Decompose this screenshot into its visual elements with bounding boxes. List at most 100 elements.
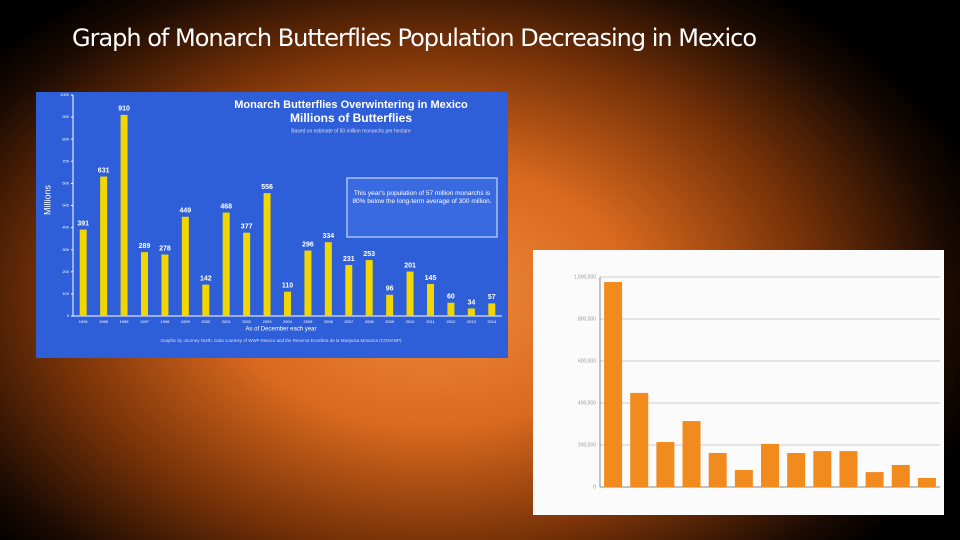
y-tick-label: 600,000 — [578, 358, 596, 364]
bar — [427, 283, 434, 316]
bar — [181, 216, 189, 316]
value-label: 142 — [200, 275, 212, 282]
x-tick-label: 2010 — [406, 319, 416, 324]
x-tick-label: 2014 — [487, 319, 497, 324]
value-label: 145 — [425, 275, 437, 282]
y-tick-label: 500 — [62, 203, 69, 208]
x-tick-label: 2004 — [283, 319, 293, 324]
bar — [447, 302, 455, 316]
bar — [467, 308, 475, 316]
value-label: 289 — [139, 243, 151, 250]
y-tick-label: 1000 — [60, 92, 70, 97]
x-tick-label: 2003 — [263, 319, 273, 324]
x-tick-label: 2005 — [303, 319, 313, 324]
bar — [243, 232, 251, 316]
value-label: 110 — [282, 283, 293, 290]
y-tick-label: 400,000 — [578, 400, 596, 406]
x-tick-label: 2013 — [467, 319, 477, 324]
bar — [917, 477, 936, 487]
y-axis-label: Millions — [42, 185, 52, 216]
x-tick-label: 2007 — [344, 319, 354, 324]
y-tick-label: 900 — [62, 114, 69, 119]
value-label: 231 — [343, 256, 355, 263]
value-label: 631 — [98, 167, 110, 174]
x-tick-label: 2001 — [222, 319, 232, 324]
bar — [406, 271, 414, 316]
bar — [813, 451, 832, 487]
x-tick-label: 2006 — [324, 319, 334, 324]
x-tick-label: 1998 — [160, 319, 170, 324]
bar — [488, 303, 496, 316]
x-tick-label: 2008 — [365, 319, 375, 324]
bar — [787, 452, 806, 487]
bar — [202, 284, 210, 316]
bar — [141, 252, 148, 316]
annotation-box — [346, 177, 498, 238]
chart-title: Monarch Butterflies Overwintering in Mex… — [234, 99, 468, 111]
bar — [734, 469, 753, 487]
bar — [761, 443, 779, 487]
value-label: 910 — [118, 106, 130, 113]
bar — [891, 464, 910, 487]
chart-population: 0 200,000 400,000 600,000 800,000 1,000,000 — [533, 250, 944, 515]
x-tick-label: 1995 — [99, 319, 109, 324]
y-tick-label: 0 — [67, 313, 70, 318]
bar — [120, 114, 128, 316]
x-tick-label: 2002 — [242, 319, 252, 324]
x-axis-label: As of December each year — [245, 327, 316, 333]
chart-monarch: Monarch Butterflies Overwintering in Mex… — [36, 92, 508, 358]
value-label: 34 — [467, 299, 475, 306]
bar — [365, 260, 373, 316]
bar — [656, 442, 675, 487]
value-label: 253 — [363, 251, 375, 258]
value-label: 556 — [261, 184, 273, 191]
annotation-text: This year's population of 57 million mon… — [352, 190, 492, 205]
chart-note: Based on estimate of 50 million monarchs… — [291, 128, 411, 134]
bar — [324, 242, 332, 316]
x-tick-label: 1996 — [120, 319, 130, 324]
value-label: 449 — [180, 208, 192, 215]
y-tick-label: 1,000,000 — [574, 274, 596, 280]
y-tick-label: 600 — [62, 180, 69, 185]
value-label: 57 — [488, 294, 496, 301]
x-tick-label: 2000 — [201, 319, 211, 324]
x-tick-label: 1994 — [79, 319, 89, 324]
value-label: 468 — [220, 203, 232, 210]
value-label: 278 — [159, 245, 171, 252]
value-label: 96 — [386, 286, 394, 293]
bar — [865, 472, 884, 487]
value-label: 201 — [404, 262, 416, 269]
bar — [79, 229, 87, 316]
y-tick-label: 300 — [62, 247, 69, 252]
bar — [839, 451, 858, 487]
y-tick-label: 700 — [62, 158, 69, 163]
bar — [604, 282, 623, 487]
x-tick-label: 2012 — [446, 319, 456, 324]
bar — [682, 421, 701, 487]
value-label: 391 — [77, 220, 89, 227]
y-tick-label: 800 — [62, 136, 69, 141]
chart-subtitle: Millions of Butterflies — [290, 111, 412, 125]
y-tick-label: 200 — [62, 269, 69, 274]
bar — [161, 254, 169, 316]
annotation: This year's population of 57 million mon… — [352, 190, 492, 205]
y-tick-label: 100 — [62, 291, 69, 296]
bar — [304, 250, 312, 316]
source: Graphic by Journey North. Data courtesy … — [160, 338, 402, 343]
bar — [263, 193, 271, 316]
bar — [284, 291, 291, 316]
y-tick-label: 200,000 — [578, 442, 596, 448]
value-label: 60 — [447, 294, 455, 301]
bar — [386, 294, 394, 316]
x-tick-label: 2011 — [426, 319, 435, 324]
bar — [708, 452, 727, 487]
bar — [222, 212, 230, 316]
bar — [100, 176, 108, 316]
x-tick-label: 2009 — [385, 319, 395, 324]
bar — [630, 392, 649, 487]
y-tick-label: 800,000 — [578, 316, 596, 322]
y-tick-label: 0 — [593, 484, 596, 490]
slide-title: Graph of Monarch Butterflies Population … — [72, 24, 757, 52]
x-tick-label: 1997 — [140, 319, 150, 324]
